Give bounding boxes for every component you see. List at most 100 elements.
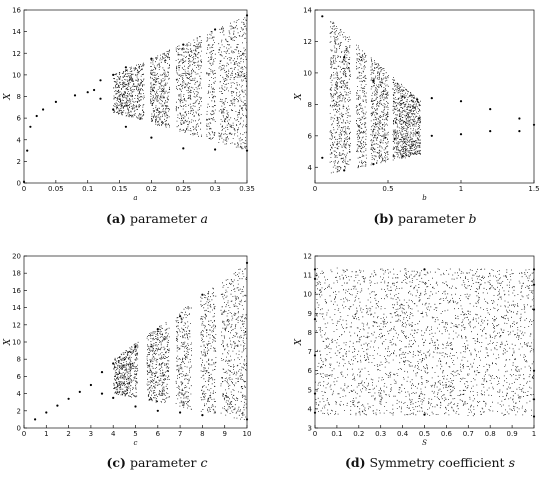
plot-frame (314, 9, 535, 184)
x-axis-label: b (422, 194, 427, 202)
data-point (343, 56, 346, 59)
data-point (489, 108, 492, 111)
y-tick-label: 2 (17, 407, 21, 415)
series-0 (22, 14, 249, 183)
caption-b-text: parameter (398, 211, 465, 226)
x-tick-label: 10 (243, 430, 252, 438)
y-tick-label: 10 (12, 339, 21, 347)
x-tick-label: 0.5 (419, 430, 430, 438)
data-point (423, 413, 426, 416)
x-tick-label: 2 (66, 430, 70, 438)
data-point (42, 108, 45, 111)
x-axis-label: c (134, 439, 138, 447)
caption-c-text: parameter (129, 455, 197, 470)
data-point (518, 130, 521, 133)
y-axis-label: X (3, 338, 13, 346)
data-point (112, 73, 115, 76)
x-tick-label: 0.25 (175, 185, 191, 193)
y-tick-label: 4 (17, 136, 22, 144)
x-tick-label: 3 (89, 430, 93, 438)
data-point (73, 94, 77, 97)
data-point (112, 108, 115, 111)
y-tick-label: 6 (17, 373, 22, 381)
data-point (78, 390, 81, 393)
x-tick-label: 0.7 (463, 430, 474, 438)
data-point (150, 57, 153, 60)
data-point (416, 131, 419, 134)
data-point (182, 147, 185, 150)
x-tick-label: 0.3 (375, 430, 386, 438)
data-point (214, 148, 217, 151)
y-axis-label: X (3, 93, 13, 101)
caption-a-text: parameter (129, 211, 197, 226)
y-tick-label: 4 (308, 405, 313, 413)
data-point (179, 411, 182, 414)
caption-b-var: b (468, 211, 477, 226)
x-tick-label: 1 (44, 430, 48, 438)
y-tick-label: 4 (17, 390, 22, 398)
data-point (489, 130, 492, 133)
x-tick-label: 1.5 (528, 185, 539, 193)
x-tick-label: 0.5 (382, 185, 393, 193)
series-0 (34, 261, 249, 421)
chaos-point-cloud (329, 21, 421, 174)
data-point (401, 155, 404, 158)
data-point (134, 345, 137, 348)
x-tick-label: 0 (22, 185, 26, 193)
data-point (29, 125, 32, 128)
caption-d-var: s (508, 455, 515, 470)
y-tick-label: 6 (308, 367, 313, 375)
x-tick-label: 5 (133, 430, 137, 438)
x-tick-label: 0.9 (507, 430, 518, 438)
x-tick-label: 0.1 (82, 185, 93, 193)
series-0 (313, 268, 536, 418)
data-point (372, 79, 375, 82)
x-tick-label: 7 (178, 430, 182, 438)
plot-frame (23, 255, 248, 429)
x-tick-label: 8 (200, 430, 204, 438)
caption-a: (a) parameter a (82, 211, 232, 226)
x-tick-label: 0.35 (239, 185, 255, 193)
y-tick-label: 14 (12, 28, 21, 36)
series-0 (321, 15, 536, 172)
data-point (112, 362, 115, 365)
x-tick-label: 0 (22, 430, 26, 438)
y-tick-label: 9 (308, 310, 312, 318)
chaos-point-cloud (315, 267, 534, 417)
y-tick-label: 8 (308, 329, 312, 337)
data-point (430, 97, 433, 100)
data-point (35, 114, 38, 118)
data-point (201, 293, 204, 296)
y-tick-label: 6 (308, 132, 313, 140)
x-tick-label: 0.05 (48, 185, 64, 193)
x-tick-label: 0 (313, 185, 317, 193)
y-tick-label: 10 (303, 69, 312, 77)
chaos-point-cloud (113, 268, 247, 420)
caption-b-label: (b) (373, 211, 395, 226)
data-point (56, 404, 59, 407)
x-tick-label: 0.2 (146, 185, 157, 193)
y-tick-label: 12 (303, 38, 312, 46)
y-tick-label: 7 (308, 348, 312, 356)
caption-d-label: (d) (344, 455, 366, 470)
y-tick-label: 12 (12, 50, 21, 58)
x-tick-label: 6 (156, 430, 161, 438)
panel-b-bifurcation-plot: 0 0.5 1 1.5 4 6 8 10 12 14 b X (294, 7, 540, 203)
caption-c-var: c (200, 455, 208, 470)
data-point (67, 397, 70, 400)
x-axis-label: S (422, 439, 427, 447)
y-tick-label: 14 (12, 304, 21, 312)
y-tick-label: 12 (303, 253, 312, 261)
x-tick-label: 0 (313, 430, 317, 438)
y-tick-label: 8 (17, 93, 21, 101)
data-point (34, 418, 37, 421)
panel-a-bifurcation-plot: 0 0.05 0.1 0.15 0.2 0.25 0.3 0.35 0 2 4 6 8 10 12 14 16 a… (3, 7, 255, 203)
y-tick-label: 2 (17, 158, 21, 166)
y-tick-label: 11 (303, 272, 312, 280)
data-point (372, 163, 375, 166)
data-point (321, 156, 324, 159)
chaos-point-cloud (113, 17, 247, 150)
data-point (45, 411, 48, 414)
data-point (124, 66, 127, 69)
